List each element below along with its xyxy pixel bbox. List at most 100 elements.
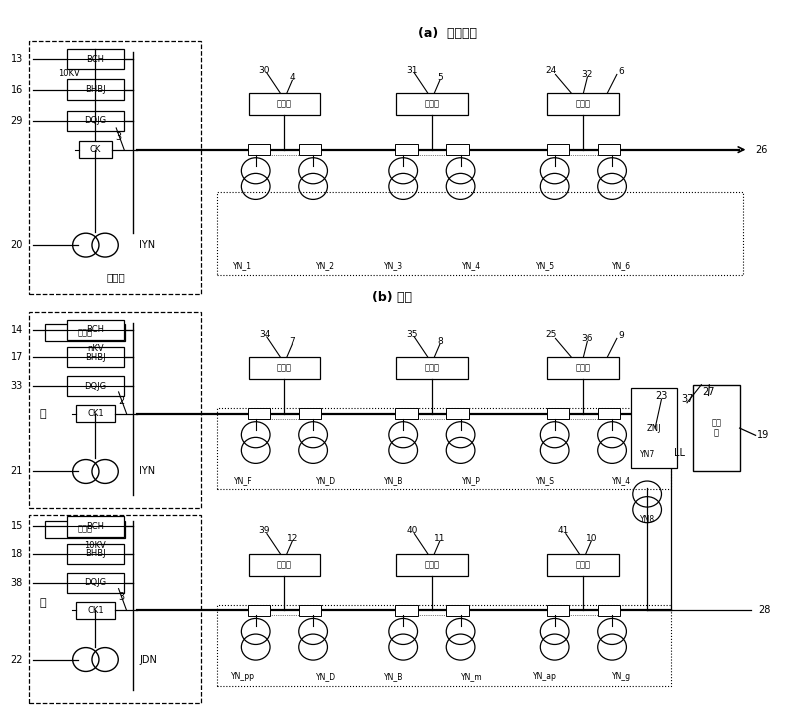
Bar xyxy=(76,405,114,423)
Text: 41: 41 xyxy=(558,526,569,535)
Text: 16: 16 xyxy=(10,85,23,94)
Bar xyxy=(46,521,125,538)
Bar xyxy=(396,554,468,576)
Text: YN_4: YN_4 xyxy=(462,261,482,271)
Bar xyxy=(395,144,418,155)
Text: 3: 3 xyxy=(115,131,122,142)
Bar xyxy=(66,49,124,70)
Text: 28: 28 xyxy=(758,605,771,616)
Text: 26: 26 xyxy=(754,144,767,155)
Bar xyxy=(631,388,678,468)
Text: CK: CK xyxy=(90,145,101,154)
Bar xyxy=(395,408,418,420)
Bar xyxy=(598,408,620,420)
Text: DQJG: DQJG xyxy=(84,579,106,587)
Bar xyxy=(66,319,124,340)
Text: 7: 7 xyxy=(290,337,295,346)
Text: 25: 25 xyxy=(546,330,557,338)
Text: YN_4: YN_4 xyxy=(612,476,631,485)
Text: 32: 32 xyxy=(582,70,593,79)
Text: IYN: IYN xyxy=(139,240,155,250)
Text: 39: 39 xyxy=(258,526,270,535)
Bar xyxy=(30,515,201,703)
Text: 配变拓: 配变拓 xyxy=(576,364,591,372)
Text: YN_g: YN_g xyxy=(612,672,631,682)
Text: 35: 35 xyxy=(406,330,418,338)
Text: 38: 38 xyxy=(10,578,23,588)
Text: 17: 17 xyxy=(10,352,23,362)
Text: BHBJ: BHBJ xyxy=(85,550,106,558)
Text: 乙: 乙 xyxy=(40,598,46,608)
Text: 配变拓: 配变拓 xyxy=(424,99,439,109)
Text: 18: 18 xyxy=(10,549,23,559)
Text: CK1: CK1 xyxy=(87,605,104,615)
Text: 36: 36 xyxy=(582,334,593,343)
Text: YN_2: YN_2 xyxy=(316,261,335,271)
Bar xyxy=(66,516,124,537)
Text: YN_P: YN_P xyxy=(462,476,481,485)
Bar xyxy=(547,554,619,576)
Text: BCH: BCH xyxy=(86,54,105,64)
Text: 10KV: 10KV xyxy=(58,69,80,78)
Text: 8: 8 xyxy=(437,337,442,346)
Bar xyxy=(546,408,569,420)
Text: 27: 27 xyxy=(702,387,714,397)
Text: nKV: nKV xyxy=(87,344,104,353)
Text: 22: 22 xyxy=(10,655,23,664)
Bar xyxy=(396,93,468,115)
Text: 配变拓: 配变拓 xyxy=(424,560,439,569)
Text: 33: 33 xyxy=(10,381,23,391)
Text: YN_ap: YN_ap xyxy=(533,672,557,682)
Text: BHBJ: BHBJ xyxy=(85,85,106,94)
Text: YN7: YN7 xyxy=(639,450,654,460)
Bar xyxy=(547,93,619,115)
Bar xyxy=(217,605,671,685)
Text: YN_m: YN_m xyxy=(461,672,482,682)
Bar xyxy=(78,141,112,158)
Bar xyxy=(66,79,124,99)
Bar xyxy=(598,605,620,616)
Text: 配变拓: 配变拓 xyxy=(576,99,591,109)
Bar xyxy=(217,408,671,489)
Text: YN_B: YN_B xyxy=(384,672,403,682)
Text: BHBJ: BHBJ xyxy=(85,353,106,362)
Text: 14: 14 xyxy=(10,325,23,335)
Bar xyxy=(30,41,201,294)
Bar xyxy=(446,144,469,155)
Text: 31: 31 xyxy=(406,65,418,75)
Text: ZNJ: ZNJ xyxy=(647,423,662,433)
Text: 21: 21 xyxy=(10,467,23,476)
Bar xyxy=(249,554,320,576)
Text: 甲: 甲 xyxy=(40,409,46,419)
Bar xyxy=(546,605,569,616)
Bar xyxy=(66,573,124,593)
Bar xyxy=(46,324,125,341)
Text: 23: 23 xyxy=(655,391,668,401)
Bar xyxy=(298,408,321,420)
Bar xyxy=(446,408,469,420)
Bar xyxy=(249,93,320,115)
Bar xyxy=(76,602,114,619)
Bar xyxy=(248,408,270,420)
Text: YN_D: YN_D xyxy=(316,672,336,682)
Text: 配变拓: 配变拓 xyxy=(277,364,292,372)
Text: 30: 30 xyxy=(258,65,270,75)
Bar xyxy=(395,605,418,616)
Text: 3: 3 xyxy=(118,592,124,603)
Text: YN_1: YN_1 xyxy=(234,261,253,271)
Text: 10: 10 xyxy=(586,534,597,542)
Text: 配变
拓: 配变 拓 xyxy=(711,418,722,438)
Bar xyxy=(298,605,321,616)
Text: 2: 2 xyxy=(118,396,124,406)
Text: (a)  辐射网路: (a) 辐射网路 xyxy=(418,28,478,41)
Text: 40: 40 xyxy=(406,526,418,535)
Bar xyxy=(30,312,201,507)
Text: DQJG: DQJG xyxy=(84,116,106,125)
Bar xyxy=(446,605,469,616)
Bar xyxy=(66,376,124,396)
Text: 6: 6 xyxy=(618,67,625,76)
Text: YN8: YN8 xyxy=(639,515,654,524)
Text: BCH: BCH xyxy=(86,325,105,334)
Text: 11: 11 xyxy=(434,534,446,542)
Text: YN_S: YN_S xyxy=(535,476,554,485)
